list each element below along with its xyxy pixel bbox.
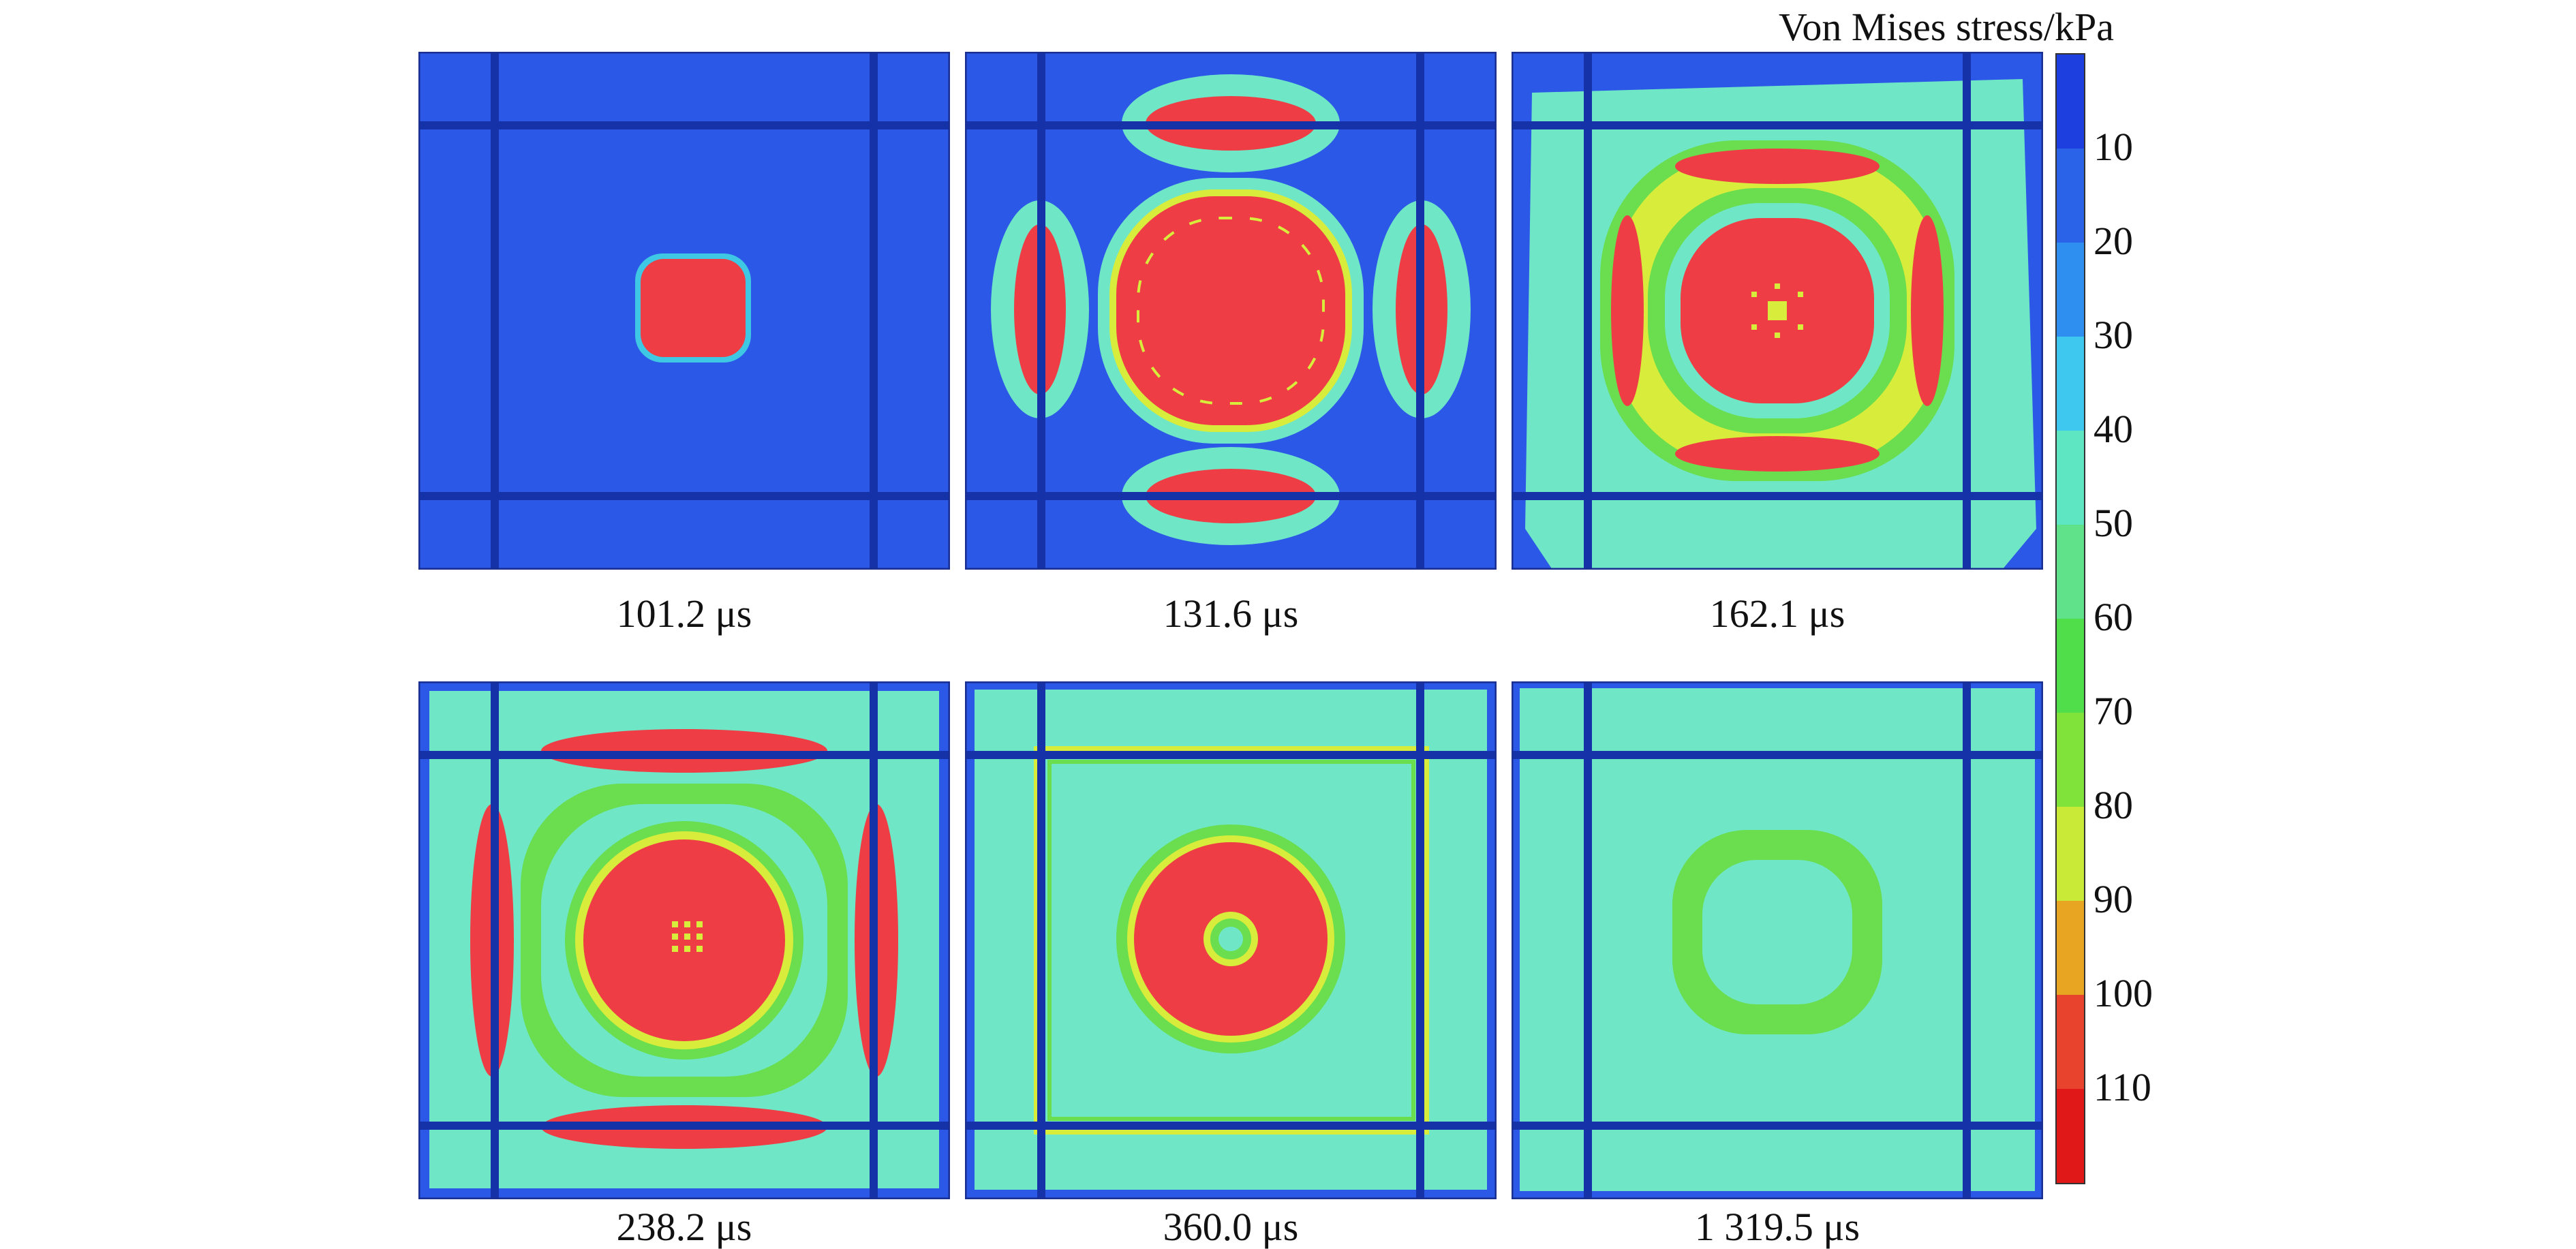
colorbar-segment xyxy=(2057,1089,2084,1183)
colorbar-segment xyxy=(2057,525,2084,619)
panel-border xyxy=(418,52,950,570)
stress-panel-4 xyxy=(418,681,950,1199)
colorbar-segment xyxy=(2057,55,2084,149)
stress-panel-2 xyxy=(965,52,1497,570)
stress-map-5 xyxy=(965,681,1497,1199)
colorbar-segment xyxy=(2057,901,2084,995)
colorbar-segment xyxy=(2057,149,2084,243)
colorbar-segment xyxy=(2057,713,2084,807)
stress-panel-5 xyxy=(965,681,1497,1199)
stress-panel-3 xyxy=(1512,52,2043,570)
colorbar-segment xyxy=(2057,995,2084,1089)
stress-map-6 xyxy=(1512,681,2043,1199)
colorbar-segment xyxy=(2057,619,2084,713)
colorbar-tick-label: 80 xyxy=(2094,783,2133,827)
colorbar-segment xyxy=(2057,243,2084,337)
time-label-4: 238.2 μs xyxy=(616,1205,752,1249)
colorbar-tick-label: 100 xyxy=(2094,971,2153,1015)
stress-map-4 xyxy=(418,681,950,1199)
colorbar xyxy=(2055,53,2085,1184)
stress-map-2 xyxy=(965,52,1497,570)
colorbar-tick-label: 90 xyxy=(2094,877,2133,921)
stress-panel-6 xyxy=(1512,681,2043,1199)
colorbar-tick-label: 40 xyxy=(2094,407,2133,451)
colorbar-tick-label: 60 xyxy=(2094,595,2133,639)
colorbar-tick-label: 30 xyxy=(2094,313,2133,357)
colorbar-tick-label: 70 xyxy=(2094,689,2133,733)
colorbar-tick-label: 20 xyxy=(2094,219,2133,263)
time-label-3: 162.1 μs xyxy=(1709,591,1845,636)
colorbar-segment xyxy=(2057,807,2084,901)
colorbar-tick-label: 110 xyxy=(2094,1065,2151,1109)
time-label-5: 360.0 μs xyxy=(1163,1205,1299,1249)
time-label-1: 101.2 μs xyxy=(616,591,752,636)
stress-map-3 xyxy=(1512,52,2043,570)
time-label-2: 131.6 μs xyxy=(1163,591,1299,636)
grid-lines xyxy=(418,52,950,570)
colorbar-title: Von Mises stress/kPa xyxy=(1779,5,2114,49)
time-label-6: 1 319.5 μs xyxy=(1694,1205,1860,1249)
colorbar-tick-label: 50 xyxy=(2094,501,2133,545)
colorbar-segment xyxy=(2057,337,2084,431)
stress-panel-1 xyxy=(418,52,950,570)
stress-map-1 xyxy=(418,52,950,570)
grid-lines xyxy=(965,52,1497,570)
stress-core xyxy=(641,259,746,357)
colorbar-segment xyxy=(2057,431,2084,525)
colorbar-tick-label: 10 xyxy=(2094,125,2133,169)
